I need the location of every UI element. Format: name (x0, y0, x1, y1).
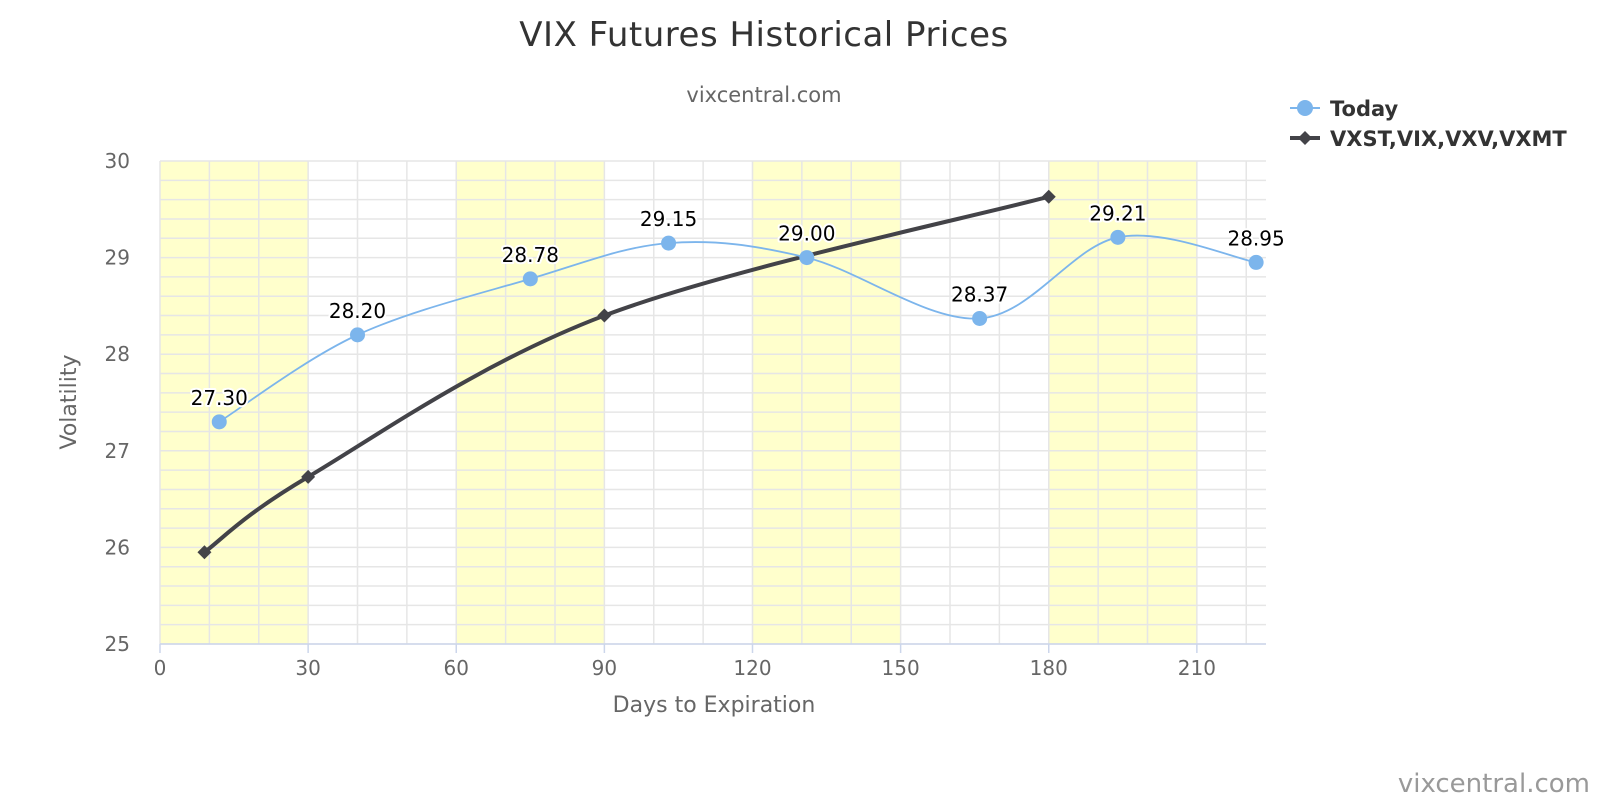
x-tick-label: 120 (733, 656, 771, 680)
data-point[interactable] (661, 235, 677, 251)
x-tick-label: 210 (1178, 656, 1216, 680)
data-point[interactable] (350, 327, 365, 343)
x-tick-label: 60 (444, 656, 469, 680)
chart-credit: vixcentral.com (1398, 769, 1590, 799)
data-label: 29.21 (1089, 201, 1146, 225)
data-point[interactable] (1110, 229, 1126, 245)
x-tick-label: 0 (154, 656, 167, 680)
data-label: 28.78 (502, 243, 559, 267)
data-label: 27.30 (191, 386, 248, 410)
data-point[interactable] (799, 250, 815, 266)
series-line-1 (202, 194, 1051, 555)
y-tick-label: 25 (105, 632, 130, 656)
shaded-band-1 (456, 161, 605, 644)
y-tick-label: 29 (105, 246, 130, 270)
series-layer (197, 189, 1264, 560)
x-tick-label: 150 (882, 656, 920, 680)
data-label: 28.37 (951, 282, 1008, 306)
legend-label: Today (1330, 97, 1399, 121)
x-tick-label: 180 (1030, 656, 1068, 680)
series-1 (197, 189, 1056, 560)
series-line-0 (218, 234, 1258, 423)
data-point[interactable] (1041, 189, 1056, 204)
y-axis-title: Volatility (57, 354, 82, 449)
data-label: 29.00 (778, 222, 835, 246)
shaded-bands (160, 161, 1197, 644)
shaded-band-0 (160, 161, 309, 644)
data-point[interactable] (522, 271, 538, 287)
data-point[interactable] (1248, 254, 1264, 270)
legend-marker (1298, 131, 1312, 145)
x-axis-title: Days to Expiration (613, 693, 816, 718)
x-axis: 0 30 60 90 120 150 180 210 (154, 643, 1266, 680)
data-label: 28.20 (329, 299, 386, 323)
legend-item-1[interactable]: VXST,VIX,VXV,VXMT (1290, 127, 1567, 151)
data-point[interactable] (597, 308, 612, 323)
data-point[interactable] (211, 414, 227, 430)
y-tick-label: 28 (105, 342, 130, 366)
chart-title: VIX Futures Historical Prices (519, 15, 1008, 55)
legend: Today VXST,VIX,VXV,VXMT (1290, 97, 1567, 151)
grid-lines (159, 160, 1266, 645)
legend-label: VXST,VIX,VXV,VXMT (1330, 127, 1567, 151)
y-axis: 25 26 27 28 29 30 (105, 149, 130, 656)
data-label: 29.15 (640, 207, 697, 231)
y-tick-label: 27 (105, 439, 130, 463)
legend-item-0[interactable]: Today (1290, 97, 1399, 121)
chart-subtitle: vixcentral.com (686, 83, 841, 107)
x-tick-label: 90 (592, 656, 617, 680)
legend-marker (1297, 100, 1313, 116)
series-0 (211, 229, 1264, 430)
data-point[interactable] (972, 310, 988, 326)
data-point[interactable] (197, 545, 212, 560)
y-tick-label: 26 (105, 535, 130, 559)
x-tick-label: 30 (295, 656, 320, 680)
data-label: 28.95 (1227, 226, 1284, 250)
data-point[interactable] (301, 469, 316, 484)
data-labels: 27.30 28.20 28.78 29.15 29.00 28.37 29.21 28.95 (189, 199, 1287, 412)
y-tick-label: 30 (105, 149, 130, 173)
shaded-band-2 (752, 161, 901, 644)
